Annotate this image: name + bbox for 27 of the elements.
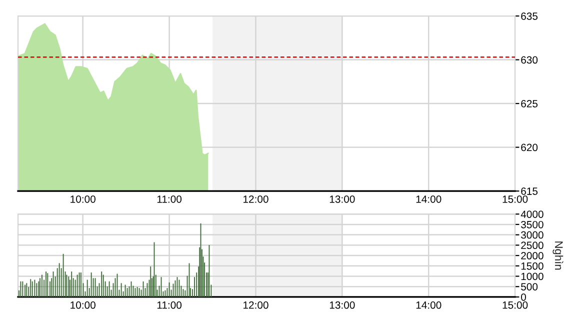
x-tick-label: 14:00 [416, 195, 442, 203]
y-tick-label: 1500 [521, 262, 544, 270]
y-tick-label: 0 [521, 293, 526, 301]
x-tick-label: 13:00 [330, 301, 355, 309]
x-tick-label: 15:00 [502, 301, 528, 309]
y-tick-label: 625 [521, 100, 538, 108]
y-axis-title: Nghìn [552, 242, 564, 270]
x-tick-label: 15:00 [502, 195, 528, 203]
y-tick-label: 630 [521, 56, 538, 64]
x-tick-label: 10:00 [70, 301, 96, 309]
x-tick-label: 11:00 [157, 301, 182, 309]
x-tick-label: 14:00 [416, 301, 442, 309]
y-tick-label: 635 [521, 12, 538, 20]
x-tick-label: 10:00 [70, 195, 96, 203]
y-tick-label: 615 [521, 188, 538, 195]
y-tick-label: 3500 [521, 220, 544, 228]
y-tick-label: 2500 [521, 242, 544, 250]
y-tick-label: 620 [521, 144, 538, 152]
y-tick-label: 4000 [520, 210, 544, 218]
y-tick-label: 500 [521, 283, 538, 290]
x-tick-label: 11:00 [157, 195, 182, 203]
x-tick-label: 12:00 [243, 195, 268, 203]
y-tick-label: 2000 [521, 252, 544, 260]
x-tick-label: 13:00 [330, 195, 355, 203]
y-tick-label: 3000 [521, 231, 544, 239]
y-tick-label: 1000 [521, 272, 544, 280]
x-tick-label: 12:00 [243, 301, 268, 309]
